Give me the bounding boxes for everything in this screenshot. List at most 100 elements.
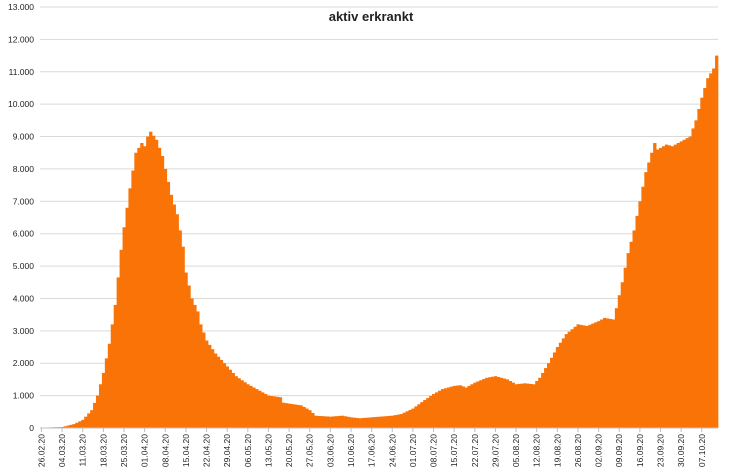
data-bar [104, 358, 109, 428]
x-tick-label: 11.03.20 [78, 434, 88, 467]
data-bar [458, 385, 462, 428]
data-bar [125, 207, 129, 428]
data-bar [296, 404, 300, 428]
data-bar [656, 149, 660, 429]
data-bar [137, 147, 141, 428]
x-tick-label: 23.09.20 [656, 434, 666, 467]
data-bar [373, 417, 377, 428]
data-bar [547, 363, 551, 428]
data-bar [352, 417, 356, 428]
data-bar [549, 357, 554, 428]
data-bar [202, 332, 206, 428]
data-bar [502, 378, 507, 428]
data-bar [470, 384, 474, 428]
data-bar [591, 323, 595, 428]
data-bar [570, 329, 574, 428]
data-bar [337, 415, 342, 428]
data-bar [246, 384, 250, 428]
y-tick-labels: 0 1.000 2.000 3.000 4.000 5.000 6.000 7.000 8.00… [8, 2, 34, 433]
data-bar [331, 416, 336, 428]
data-bar [588, 324, 592, 428]
data-bar [367, 417, 371, 428]
data-bar [611, 319, 616, 428]
data-bar [709, 73, 713, 428]
data-bar [272, 396, 277, 428]
x-tick-label: 01.04.20 [140, 434, 150, 467]
data-bar [676, 143, 681, 428]
data-bar [181, 246, 185, 428]
data-bar [600, 319, 604, 428]
data-bar [243, 382, 247, 428]
data-bar [199, 324, 203, 428]
data-bar [594, 322, 598, 428]
data-bar [93, 402, 97, 428]
data-bar [700, 97, 704, 429]
data-bar [225, 366, 230, 428]
data-bar [343, 416, 347, 428]
data-bar [535, 381, 539, 428]
data-bar [482, 379, 486, 428]
data-bar [379, 416, 383, 428]
data-bar [340, 415, 344, 428]
data-bar [193, 304, 197, 428]
data-bar [399, 414, 403, 428]
data-bar [370, 417, 374, 428]
data-bar [664, 144, 669, 428]
data-bar [685, 138, 689, 428]
data-bar [131, 170, 135, 429]
data-bar [222, 363, 227, 428]
data-bar [561, 338, 566, 428]
data-bar [638, 201, 642, 428]
data-bar [582, 325, 586, 428]
data-bar [305, 408, 309, 428]
data-bar [269, 396, 274, 428]
y-tick-label: 9.000 [13, 132, 35, 142]
data-bar [670, 146, 675, 428]
data-bar [258, 390, 262, 428]
data-bar [314, 415, 318, 428]
data-bar [119, 249, 123, 428]
data-bar [334, 416, 339, 428]
data-bar [620, 282, 625, 428]
data-bar [328, 416, 333, 428]
x-tick-label: 03.06.20 [325, 434, 335, 467]
data-bar [90, 410, 94, 428]
data-bar [384, 416, 389, 428]
data-bar [576, 324, 580, 428]
data-bar [573, 326, 577, 428]
x-tick-label: 15.07.20 [449, 434, 459, 467]
x-tick-label: 15.04.20 [181, 434, 191, 467]
data-bar [172, 204, 176, 428]
data-bar [163, 168, 168, 429]
data-bar [78, 421, 82, 428]
data-bar [128, 188, 132, 428]
data-bar [552, 352, 557, 428]
data-bar [505, 379, 510, 428]
y-tick-label: 12.000 [8, 34, 34, 44]
data-bar [355, 417, 359, 428]
data-bar [558, 342, 563, 428]
data-bar [122, 227, 126, 428]
data-bar [579, 324, 583, 428]
data-bar [511, 382, 515, 428]
data-bar [81, 419, 85, 428]
data-bar [532, 384, 536, 428]
data-bar [529, 383, 533, 428]
y-tick-label: 1.000 [13, 391, 35, 401]
x-tick-label: 10.06.20 [346, 434, 356, 467]
x-tick-label: 30.09.20 [676, 434, 686, 467]
data-bar [694, 120, 698, 428]
data-bar [653, 143, 657, 428]
y-tick-label: 6.000 [13, 229, 35, 239]
data-bar [234, 376, 238, 428]
data-bar [113, 304, 117, 428]
x-tick-label: 02.09.20 [594, 434, 604, 467]
x-tick-label: 06.05.20 [243, 434, 253, 467]
data-bar [476, 381, 480, 428]
x-tick-label: 24.06.20 [387, 434, 397, 467]
data-bar [697, 109, 701, 428]
data-bar [414, 406, 418, 428]
y-tick-label: 10.000 [8, 99, 34, 109]
